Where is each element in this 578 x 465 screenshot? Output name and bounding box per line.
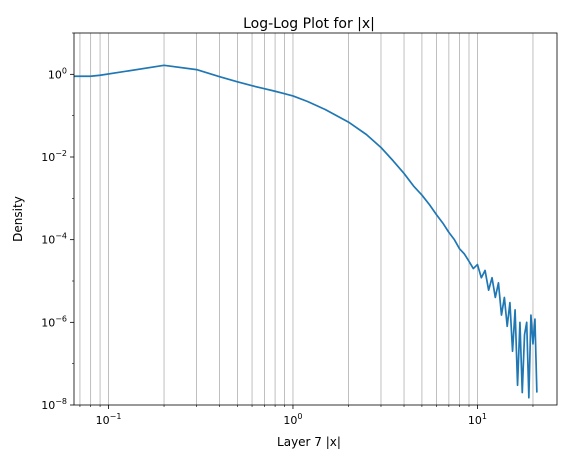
x-tick-label: 101 xyxy=(468,412,487,427)
y-tick-label: 100 xyxy=(48,66,67,81)
y-tick-label: 10−2 xyxy=(41,149,67,164)
grid-lines xyxy=(79,33,534,405)
plot-series xyxy=(74,64,538,399)
x-axis-label: Layer 7 |x| xyxy=(277,435,341,449)
x-tick-label: 10−1 xyxy=(96,412,122,427)
y-axis-label: Density xyxy=(11,196,25,242)
series-line xyxy=(74,64,538,399)
chart-title: Log-Log Plot for |x| xyxy=(243,16,375,32)
y-tick-label: 10−6 xyxy=(41,314,67,329)
y-axis-ticks: 10−8 10−6 10−4 10−2 100 xyxy=(41,32,74,412)
y-tick-label: 10−8 xyxy=(41,397,67,412)
y-tick-label: 10−4 xyxy=(41,232,67,247)
plot-frame xyxy=(73,32,558,406)
x-axis-ticks: 10−1 100 101 xyxy=(79,405,534,427)
x-tick-label: 100 xyxy=(283,412,302,427)
